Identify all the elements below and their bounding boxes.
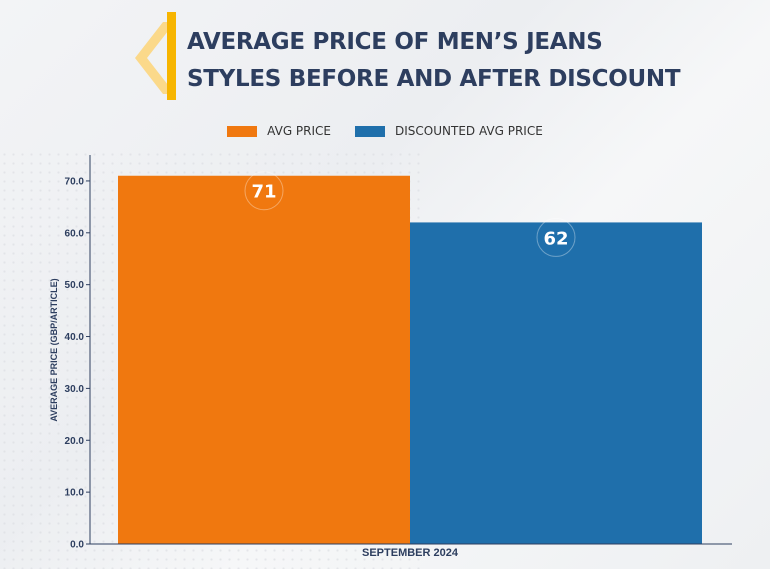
legend-label-avg-price: AVG PRICE [267,124,332,138]
bar-avg-price [118,175,410,544]
y-tick-label-0: 0.0 [70,540,84,551]
y-tick-label-7: 70.0 [65,176,85,187]
legend-item-discounted-avg-price: DISCOUNTED AVG PRICE [355,124,543,138]
legend-item-avg-price: AVG PRICE [227,124,331,138]
x-category-label-0: SEPTEMBER 2024 [362,547,459,559]
data-label-discounted-avg-price: 62 [543,228,568,249]
chart-title-line-2: STYLES BEFORE AND AFTER DISCOUNT [187,66,681,92]
title-accent-bar [167,12,176,100]
legend-label-discounted-avg-price: DISCOUNTED AVG PRICE [395,124,543,138]
y-tick-label-3: 30.0 [65,384,85,395]
chevron-logo-icon [135,22,175,94]
legend-swatch-discounted-avg-price [355,125,386,137]
y-tick-label-4: 40.0 [65,332,85,343]
chart-title-line-1: AVERAGE PRICE OF MEN’S JEANS [187,29,603,55]
y-tick-label-6: 60.0 [65,228,85,239]
data-label-badge-0 [244,171,284,211]
data-label-avg-price: 71 [251,182,276,203]
data-label-badge-1 [536,217,576,257]
y-tick-label-1: 10.0 [65,488,85,499]
title-block: AVERAGE PRICE OF MEN’S JEANS STYLES BEFO… [135,10,755,102]
legend-swatch-avg-price [227,125,258,137]
bar-discounted-avg-price [410,222,702,544]
y-tick-label-5: 50.0 [65,280,85,291]
legend: AVG PRICE DISCOUNTED AVG PRICE [0,124,770,138]
chart-title: AVERAGE PRICE OF MEN’S JEANS STYLES BEFO… [187,24,681,98]
y-tick-label-2: 20.0 [65,436,85,447]
